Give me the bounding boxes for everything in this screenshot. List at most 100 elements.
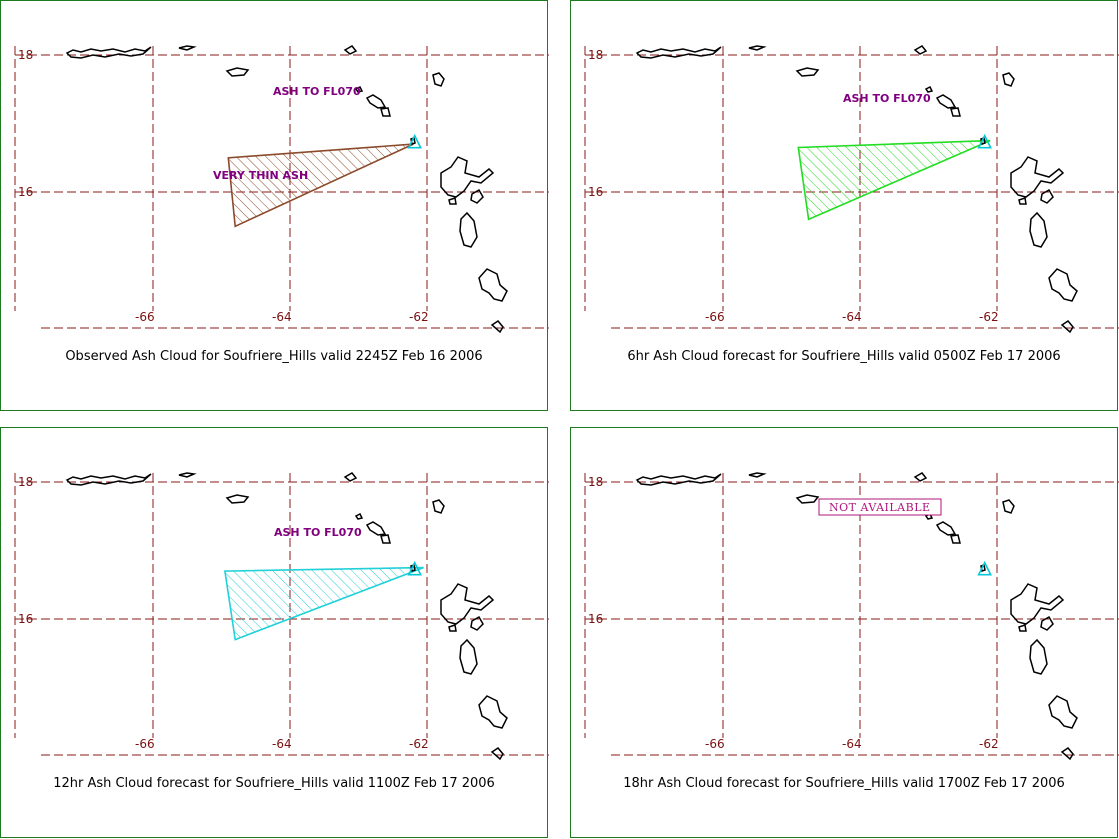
panel-caption: 18hr Ash Cloud forecast for Soufriere_Hi… — [623, 776, 1065, 791]
islet-coast-shape — [1018, 197, 1027, 205]
guadeloupe-coast-shape — [440, 156, 495, 198]
dominica-coast-shape — [459, 211, 478, 248]
longitude-tick-label: -66 — [135, 737, 155, 751]
longitude-tick-label: -62 — [409, 310, 429, 324]
ash-cloud-polygon — [227, 143, 414, 228]
panel-18hr-forecast: 18 16 -66 -64 -62 NOT AVAILABLE 18hr Ash Clou… — [570, 427, 1119, 838]
leeward-islet-coast-shape — [950, 534, 961, 544]
longitude-tick-label: -62 — [979, 310, 999, 324]
panel-caption: 6hr Ash Cloud forecast for Soufriere_Hil… — [627, 349, 1061, 364]
martinique-coast-shape — [1048, 268, 1078, 302]
coastline-group — [635, 45, 1078, 334]
islet-coast-shape — [913, 45, 928, 55]
dominica-coast-shape — [1029, 638, 1048, 675]
st-lucia-coast-shape — [490, 747, 504, 761]
latitude-tick-label: 18 — [588, 48, 603, 62]
leeward-islet-coast-shape — [365, 94, 387, 109]
ash-cloud-label: ASH TO FL070 — [843, 92, 931, 105]
longitude-tick-label: -66 — [705, 310, 725, 324]
longitude-tick-label: -66 — [135, 310, 155, 324]
guadeloupe-coast-shape — [440, 583, 495, 625]
ash-cloud-label: ASH TO FL070 — [273, 85, 361, 98]
islet-coast-shape — [448, 624, 457, 632]
panel-caption: 12hr Ash Cloud forecast for Soufriere_Hi… — [53, 776, 495, 791]
islet-coast-shape — [178, 472, 197, 478]
virgin-islands-coast-shape — [225, 67, 250, 77]
ash-map-12hr: 18 16 -66 -64 -62 ASH TO FL070 — [14, 472, 549, 761]
islet-coast-shape — [748, 472, 767, 478]
martinique-coast-shape — [478, 695, 508, 729]
virgin-islands-coast-shape — [795, 67, 820, 77]
ash-map-18hr: 18 16 -66 -64 -62 NOT AVAILABLE — [584, 472, 1119, 761]
latitude-tick-label: 16 — [588, 612, 603, 626]
st-lucia-coast-shape — [1060, 747, 1074, 761]
guadeloupe-coast-shape — [1010, 156, 1065, 198]
panel-12hr-forecast: 18 16 -66 -64 -62 ASH TO FL070 12hr Ash Cloud… — [0, 427, 549, 838]
leeward-islet-coast-shape — [380, 534, 391, 544]
puerto-rico-coast-shape — [635, 473, 722, 486]
marie-galante-coast-shape — [470, 188, 484, 204]
volcano-triangle-icon — [407, 560, 422, 576]
longitude-tick-label: -62 — [979, 737, 999, 751]
leeward-islet-coast-shape — [950, 107, 961, 117]
latitude-tick-label: 18 — [18, 48, 33, 62]
latitude-tick-label: 16 — [18, 185, 33, 199]
ash-cloud-polygon — [223, 566, 424, 641]
islet-coast-shape — [748, 45, 767, 51]
guadeloupe-coast-shape — [1010, 583, 1065, 625]
puerto-rico-coast-shape — [65, 46, 152, 59]
puerto-rico-coast-shape — [635, 46, 722, 59]
panel-observed: 18 16 -66 -64 -62 ASH TO FL070 VERY THIN ASH O… — [0, 0, 549, 411]
volcano-triangle-icon — [977, 133, 992, 149]
ash-cloud-label: VERY THIN ASH — [213, 169, 308, 182]
latitude-tick-label: 18 — [588, 475, 603, 489]
panel-6hr-forecast: 18 16 -66 -64 -62 ASH TO FL070 6hr Ash Cloud … — [570, 0, 1119, 411]
ash-cloud-polygon — [797, 139, 991, 221]
marie-galante-coast-shape — [470, 615, 484, 631]
longitude-tick-label: -64 — [272, 737, 292, 751]
islet-coast-shape — [354, 512, 364, 520]
not-available-label: NOT AVAILABLE — [829, 501, 931, 514]
islet-coast-shape — [924, 85, 934, 93]
ash-map-6hr: 18 16 -66 -64 -62 ASH TO FL070 — [584, 45, 1119, 334]
leeward-islet-coast-shape — [935, 521, 957, 536]
antigua-coast-shape — [1002, 499, 1015, 514]
longitude-tick-label: -64 — [842, 737, 862, 751]
virgin-islands-coast-shape — [795, 494, 820, 504]
st-lucia-coast-shape — [1060, 320, 1074, 334]
ash-cloud-label: ASH TO FL070 — [274, 526, 362, 539]
martinique-coast-shape — [1048, 695, 1078, 729]
islet-coast-shape — [448, 197, 457, 205]
longitude-tick-label: -66 — [705, 737, 725, 751]
latitude-tick-label: 16 — [588, 185, 603, 199]
virgin-islands-coast-shape — [225, 494, 250, 504]
leeward-islet-coast-shape — [365, 521, 387, 536]
latitude-tick-label: 16 — [18, 612, 33, 626]
longitude-tick-label: -64 — [272, 310, 292, 324]
dominica-coast-shape — [1029, 211, 1048, 248]
volcano-triangle-icon — [977, 560, 992, 576]
marie-galante-coast-shape — [1040, 615, 1054, 631]
islet-coast-shape — [343, 472, 358, 482]
coastline-group — [635, 472, 1078, 761]
puerto-rico-coast-shape — [65, 473, 152, 486]
not-available-box — [818, 498, 942, 516]
antigua-coast-shape — [432, 499, 445, 514]
volcano-triangle-icon — [407, 133, 422, 149]
longitude-tick-label: -64 — [842, 310, 862, 324]
martinique-coast-shape — [478, 268, 508, 302]
latitude-tick-label: 18 — [18, 475, 33, 489]
ash-map-observed: 18 16 -66 -64 -62 ASH TO FL070 VERY THIN ASH — [14, 45, 549, 334]
islet-coast-shape — [1018, 624, 1027, 632]
coastline-group — [65, 472, 508, 761]
islet-coast-shape — [913, 472, 928, 482]
antigua-coast-shape — [432, 72, 445, 87]
dominica-coast-shape — [459, 638, 478, 675]
leeward-islet-coast-shape — [380, 107, 391, 117]
st-lucia-coast-shape — [490, 320, 504, 334]
antigua-coast-shape — [1002, 72, 1015, 87]
longitude-tick-label: -62 — [409, 737, 429, 751]
islet-coast-shape — [178, 45, 197, 51]
panel-caption: Observed Ash Cloud for Soufriere_Hills v… — [65, 349, 483, 364]
leeward-islet-coast-shape — [935, 94, 957, 109]
